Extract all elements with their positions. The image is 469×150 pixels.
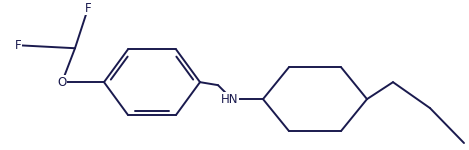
Text: F: F — [15, 39, 21, 52]
Text: O: O — [57, 76, 67, 89]
Text: F: F — [85, 2, 91, 15]
Text: HN: HN — [221, 93, 239, 106]
